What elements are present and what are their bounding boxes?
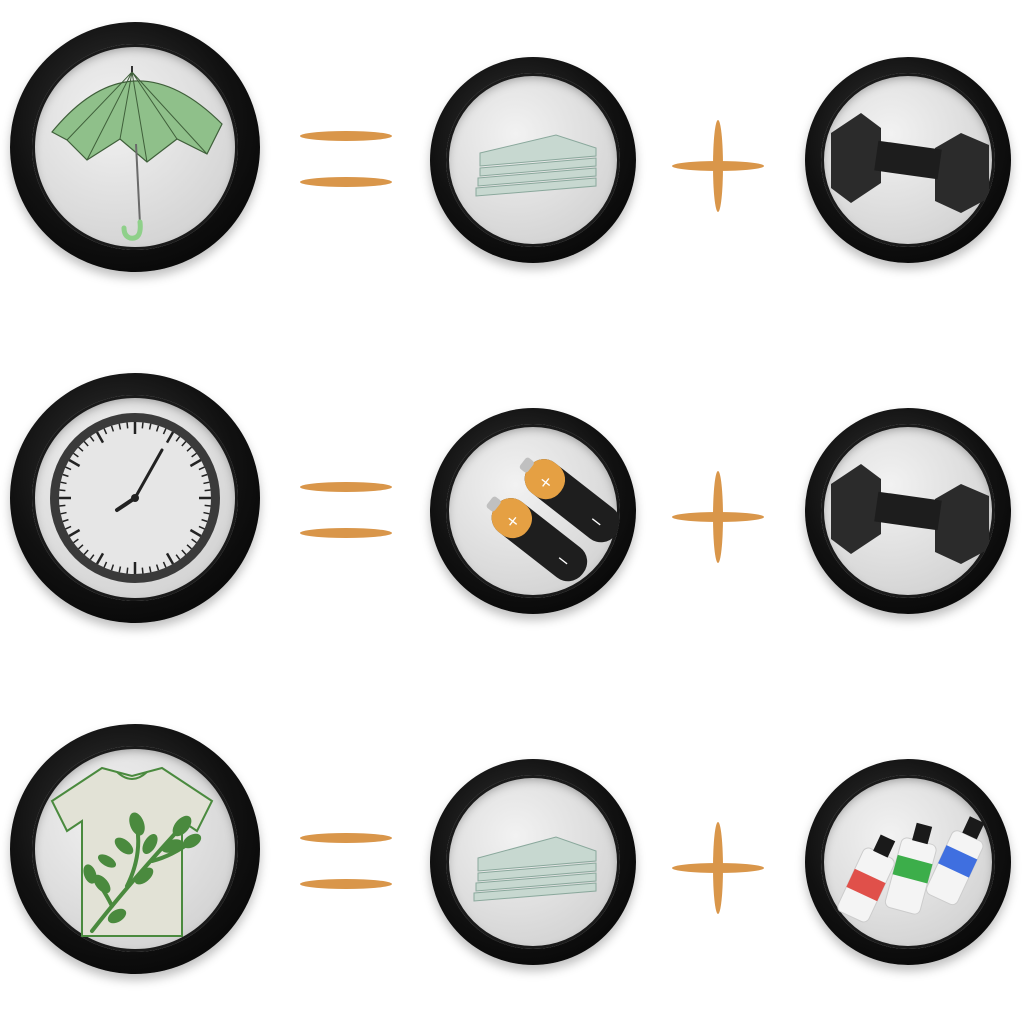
clock-tick — [201, 473, 208, 478]
clock-tick — [95, 552, 105, 565]
equation-row-3 — [0, 724, 1024, 1024]
batteries-icon: + − + − — [486, 457, 620, 582]
clock-tick — [83, 549, 89, 555]
clock-tick — [204, 489, 211, 492]
clock-tick — [95, 431, 105, 444]
dumbbell-token[interactable] — [805, 408, 1011, 614]
dumbbell-token-face — [821, 73, 995, 247]
clock-tick — [148, 566, 152, 573]
clock-tick — [83, 441, 89, 447]
clock-tick — [155, 564, 160, 571]
clock-tick — [189, 528, 202, 538]
paper-stack-token-face — [446, 73, 620, 247]
clock-tick — [189, 458, 202, 468]
clock-tick — [65, 525, 72, 530]
clock-icon — [50, 413, 220, 583]
clock-tick — [78, 446, 84, 452]
equals-sign — [298, 122, 394, 192]
clock-tick — [162, 561, 167, 568]
batteries-token-face: + − + − — [446, 424, 620, 598]
clock-tick — [198, 525, 205, 530]
clock-tick — [175, 436, 181, 442]
clock-tick — [68, 458, 81, 468]
clock-tick — [201, 518, 208, 523]
clock-tick — [155, 425, 160, 432]
clock-tick — [203, 481, 210, 485]
dumbbell-token-face — [821, 424, 995, 598]
clock-tick — [165, 431, 175, 444]
clock-tick — [62, 473, 69, 478]
clock-tick — [162, 428, 167, 435]
clock-tick — [62, 518, 69, 523]
clock-tick — [148, 423, 152, 430]
clock-tick — [191, 452, 197, 458]
plus-sign — [670, 469, 766, 565]
leaf-tshirt-token-face — [32, 746, 238, 952]
clock-tick — [68, 528, 81, 538]
clock-tick — [78, 544, 84, 550]
umbrella-token-face — [32, 44, 238, 250]
dumbbell-icon — [831, 464, 989, 564]
paint-tubes-token-face — [821, 775, 995, 949]
paper-stack-icon — [475, 134, 597, 197]
paper-stack-icon — [473, 836, 597, 902]
clock-tick — [181, 441, 187, 447]
clock-tick — [141, 422, 144, 429]
clock-token-face — [32, 395, 238, 601]
clock-tick — [191, 538, 197, 544]
clock-tick — [89, 554, 95, 560]
paint-tubes-token[interactable] — [805, 759, 1011, 965]
clock-tick — [118, 566, 122, 573]
clock-tick — [126, 567, 129, 574]
clock-tick — [65, 466, 72, 471]
dumbbell-token[interactable] — [805, 57, 1011, 263]
equation-row-1 — [0, 22, 1024, 322]
clock-tick — [141, 567, 144, 574]
clock-tick — [59, 489, 66, 492]
clock-tick — [60, 511, 67, 515]
clock-tick — [89, 436, 95, 442]
equation-row-2: + − + − — [0, 373, 1024, 673]
paper-stack-token-face — [446, 775, 620, 949]
clock-token[interactable] — [10, 373, 260, 623]
clock-tick — [118, 423, 122, 430]
clock-tick — [181, 549, 187, 555]
leaf-tshirt-icon — [50, 766, 214, 937]
clock-tick — [186, 446, 192, 452]
clock-tick — [73, 538, 79, 544]
batteries-token[interactable]: + − + − — [430, 408, 636, 614]
equals-sign — [298, 824, 394, 894]
clock-tick — [73, 452, 79, 458]
plus-sign — [670, 820, 766, 916]
clock-tick — [103, 561, 108, 568]
clock-tick — [203, 511, 210, 515]
dumbbell-icon — [831, 113, 989, 213]
clock-tick — [204, 504, 211, 507]
clock-tick — [186, 544, 192, 550]
plus-sign — [670, 118, 766, 214]
clock-tick — [110, 564, 115, 571]
umbrella-icon — [51, 66, 223, 241]
clock-tick — [198, 466, 205, 471]
clock-tick — [60, 481, 67, 485]
equals-sign — [298, 473, 394, 543]
clock-tick — [103, 428, 108, 435]
clock-tick — [126, 422, 129, 429]
clock-tick — [175, 554, 181, 560]
umbrella-token[interactable] — [10, 22, 260, 272]
paper-stack-token[interactable] — [430, 759, 636, 965]
paper-stack-token[interactable] — [430, 57, 636, 263]
leaf-tshirt-token[interactable] — [10, 724, 260, 974]
clock-tick — [110, 425, 115, 432]
clock-tick — [59, 504, 66, 507]
clock-tick — [165, 552, 175, 565]
paint-tubes-icon — [837, 816, 985, 923]
